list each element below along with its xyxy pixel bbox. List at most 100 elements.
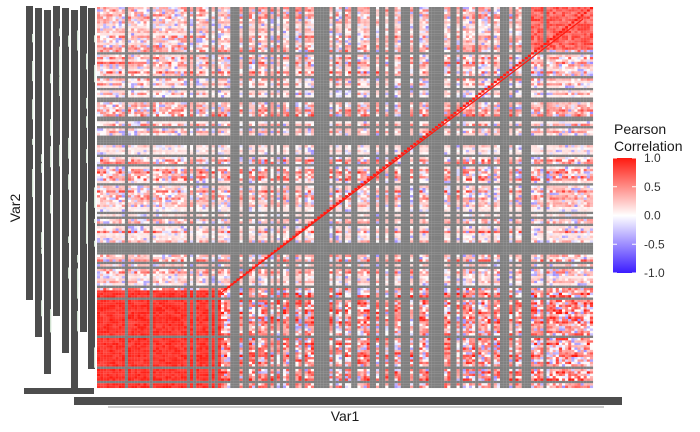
heatmap-cell: [156, 36, 159, 38]
heatmap-cell: [302, 71, 305, 73]
heatmap-cell: [199, 45, 202, 47]
heatmap-cell: [305, 33, 308, 35]
heatmap-cell: [162, 45, 165, 47]
heatmap-cell: [491, 69, 494, 71]
heatmap-cell: [103, 12, 106, 14]
heatmap-cell: [559, 59, 562, 61]
heatmap-cell: [261, 71, 264, 73]
heatmap-cell: [512, 74, 515, 76]
heatmap-cell: [199, 17, 202, 19]
heatmap-cell: [519, 33, 522, 35]
heatmap-cell: [410, 45, 413, 47]
heatmap-cell: [227, 9, 230, 11]
heatmap-cell: [326, 19, 329, 21]
heatmap-cell: [314, 12, 317, 14]
heatmap-cell: [144, 47, 147, 49]
heatmap-cell: [373, 21, 376, 23]
heatmap-cell: [314, 33, 317, 35]
heatmap-cell: [364, 78, 367, 80]
heatmap-cell: [395, 31, 398, 33]
heatmap-cell: [342, 69, 345, 71]
heatmap-cell: [171, 31, 174, 33]
heatmap-cell: [271, 43, 274, 45]
heatmap-cell: [528, 31, 531, 33]
heatmap-cell: [237, 7, 240, 9]
heatmap-cell: [404, 52, 407, 54]
heatmap-cell: [128, 28, 131, 30]
heatmap-cell: [556, 43, 559, 45]
heatmap-cell: [162, 67, 165, 69]
heatmap-cell: [364, 57, 367, 59]
heatmap-cell: [119, 52, 122, 54]
heatmap-cell: [333, 45, 336, 47]
heatmap-cell: [398, 19, 401, 21]
heatmap-cell: [255, 31, 258, 33]
heatmap-cell: [134, 33, 137, 35]
heatmap-cell: [361, 17, 364, 19]
heatmap-cell: [571, 14, 574, 16]
heatmap-cell: [590, 55, 593, 57]
heatmap-cell: [503, 62, 506, 64]
heatmap-cell: [444, 28, 447, 30]
heatmap-cell: [181, 7, 184, 9]
heatmap-cell: [240, 28, 243, 30]
heatmap-cell: [339, 36, 342, 38]
heatmap-cell: [550, 33, 553, 35]
heatmap-cell: [255, 52, 258, 54]
heatmap-cell: [441, 9, 444, 11]
heatmap-cell: [587, 33, 590, 35]
heatmap-cell: [330, 12, 333, 14]
y-tick-label-gap: [68, 267, 69, 278]
heatmap-cell: [559, 14, 562, 16]
heatmap-cell: [317, 36, 320, 38]
heatmap-cell: [488, 78, 491, 80]
heatmap-cell: [426, 45, 429, 47]
heatmap-cell: [342, 9, 345, 11]
heatmap-cell: [144, 52, 147, 54]
heatmap-cell: [246, 67, 249, 69]
heatmap-cell: [122, 78, 125, 80]
heatmap-cell: [140, 67, 143, 69]
heatmap-cell: [299, 62, 302, 64]
heatmap-cell: [426, 69, 429, 71]
heatmap-cell: [113, 64, 116, 66]
heatmap-cell: [525, 12, 528, 14]
heatmap-cell: [416, 9, 419, 11]
heatmap-cell: [305, 9, 308, 11]
heatmap-cell: [398, 62, 401, 64]
heatmap-cell: [500, 24, 503, 26]
heatmap-cell: [274, 17, 277, 19]
heatmap-cell: [268, 64, 271, 66]
heatmap-cell: [311, 14, 314, 16]
heatmap-cell: [565, 62, 568, 64]
heatmap-cell: [494, 78, 497, 80]
heatmap-cell: [460, 9, 463, 11]
heatmap-cell: [578, 24, 581, 26]
heatmap-cell: [218, 59, 221, 61]
heatmap-cell: [249, 12, 252, 14]
heatmap-cell: [584, 38, 587, 40]
heatmap-cell: [193, 45, 196, 47]
heatmap-cell: [553, 67, 556, 69]
heatmap-cell: [525, 67, 528, 69]
heatmap-cell: [497, 76, 500, 78]
heatmap-cell: [432, 12, 435, 14]
heatmap-cell: [407, 21, 410, 23]
heatmap-cell: [578, 36, 581, 38]
heatmap-cell: [221, 17, 224, 19]
heatmap-cell: [193, 21, 196, 23]
heatmap-cell: [481, 43, 484, 45]
heatmap-cell: [317, 28, 320, 30]
heatmap-cell: [429, 59, 432, 61]
heatmap-cell: [320, 62, 323, 64]
heatmap-cell: [339, 17, 342, 19]
heatmap-cell: [295, 52, 298, 54]
heatmap-cell: [100, 19, 103, 21]
heatmap-cell: [485, 69, 488, 71]
heatmap-cell: [113, 7, 116, 9]
heatmap-cell: [450, 12, 453, 14]
heatmap-cell: [547, 36, 550, 38]
heatmap-cell: [116, 21, 119, 23]
heatmap-cell: [106, 26, 109, 28]
heatmap-cell: [488, 33, 491, 35]
